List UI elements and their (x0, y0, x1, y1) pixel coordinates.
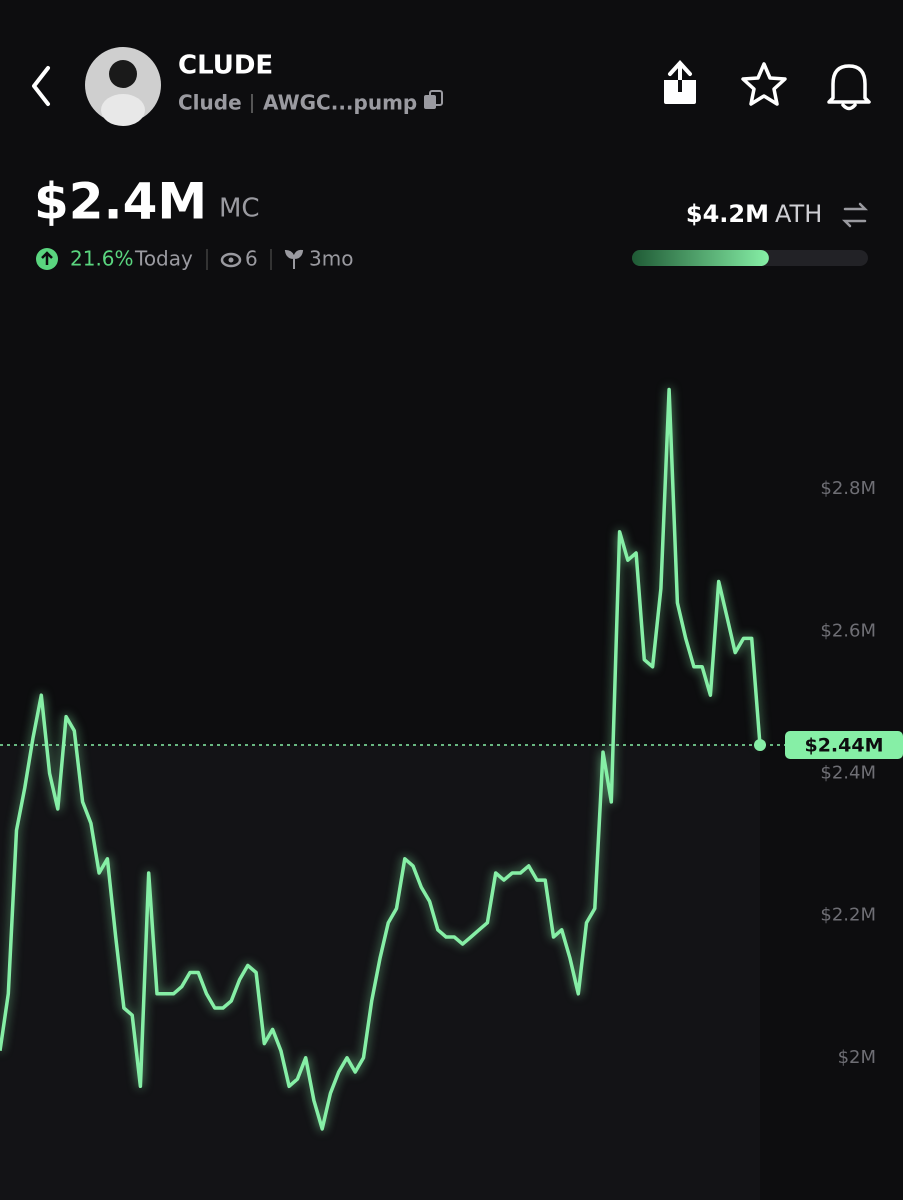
y-tick-label: $2.4M (820, 762, 876, 783)
y-tick-label: $2.2M (820, 905, 876, 926)
copy-icon[interactable] (424, 90, 443, 109)
token-title: CLUDE (178, 51, 273, 81)
back-button[interactable] (32, 66, 50, 106)
chart: $2M $2.2M $2.4M $2.6M $2.8M $2.44M (0, 387, 903, 1200)
current-dot (754, 739, 766, 751)
up-arrow (41, 251, 53, 265)
sprout-icon (284, 249, 304, 269)
y-tick-label: $2M (838, 1047, 876, 1068)
ath-value: $4.2M (686, 200, 769, 228)
current-label: $2.44M (804, 735, 883, 757)
price-line (0, 387, 762, 1131)
period: Today (134, 247, 193, 271)
area-shade (0, 745, 760, 1200)
ath-label: ATH (775, 200, 822, 228)
y-tick-label: $2.6M (820, 620, 876, 641)
change: 21.6% (70, 247, 134, 271)
age: 3mo (309, 247, 353, 271)
share-button[interactable] (664, 60, 696, 104)
ath-progress (632, 250, 769, 266)
avatar[interactable] (85, 47, 161, 126)
token-name: Clude (178, 91, 242, 115)
market-cap-label: MC (219, 194, 260, 224)
eye-icon (220, 252, 242, 268)
favorite-button[interactable] (741, 62, 787, 106)
watchers: 6 (245, 247, 258, 271)
swap-icon[interactable] (841, 202, 869, 228)
current-pill (785, 731, 903, 759)
alert-button[interactable] (827, 64, 871, 111)
eye-pupil (228, 257, 234, 263)
y-tick-label: $2.8M (820, 478, 876, 499)
token-address[interactable]: AWGC...pump (263, 91, 417, 115)
market-cap: $2.4M (34, 173, 207, 231)
